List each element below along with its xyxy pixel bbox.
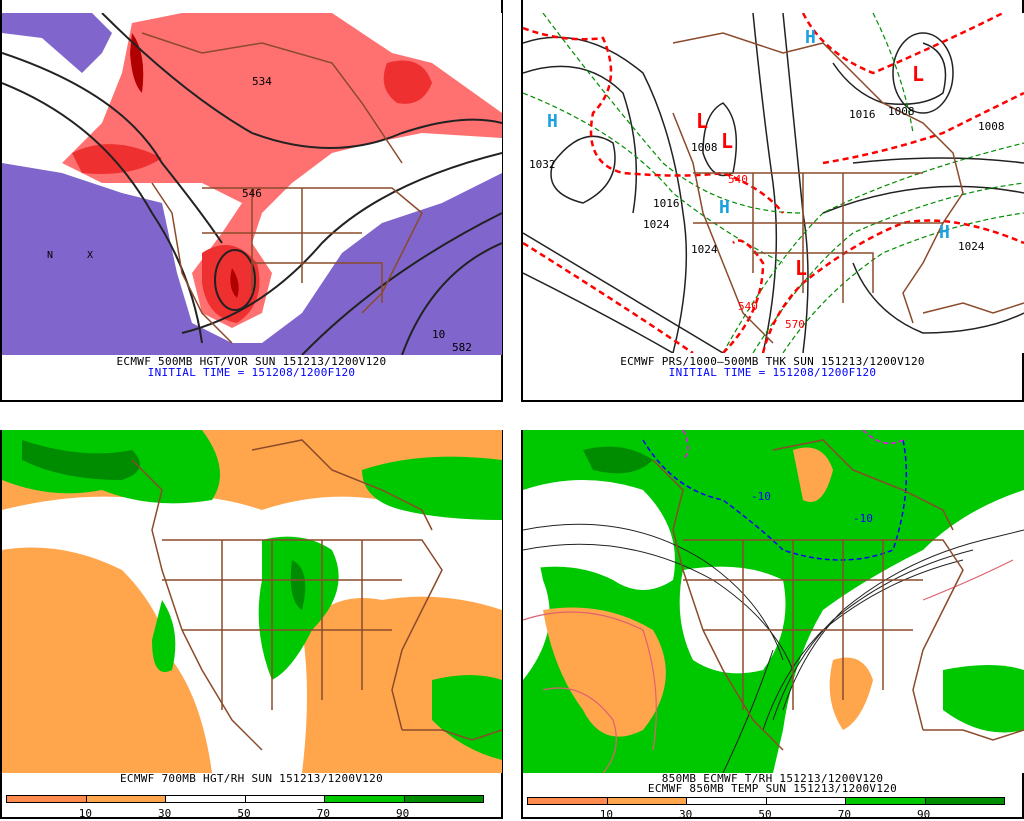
panel-700mb-rh: ECMWF 700MB HGT/RH SUN 151213/1200V120 1… — [0, 430, 503, 820]
colorbar-bin — [528, 798, 608, 804]
isobar-label: 1008 — [888, 105, 915, 118]
colorbar-bin — [245, 796, 325, 802]
map-pressure-thickness: 1032 1024 1016 1008 1024 1016 1008 1008 … — [523, 13, 1024, 353]
moist-area — [432, 675, 502, 760]
colorbar-tick: 10 — [78, 807, 92, 820]
colorbar-bin — [846, 798, 926, 804]
moist-area — [362, 456, 502, 520]
moist-area — [583, 446, 653, 474]
colorbar-bin — [7, 796, 87, 802]
colorbar-bin — [687, 798, 767, 804]
dry-area — [793, 447, 833, 502]
isobar-label: 1016 — [849, 108, 876, 121]
dry-area — [2, 490, 502, 773]
panel-caption-2: ECMWF 850MB TEMP SUN 151213/1200V120 — [647, 782, 898, 795]
contour-label: 534 — [252, 75, 272, 88]
colorbar-tick: 70 — [316, 807, 330, 820]
panel-pressure-thickness: 1032 1024 1016 1008 1024 1016 1008 1008 … — [521, 0, 1024, 402]
colorbar-tick: 30 — [158, 807, 172, 820]
colorbar-ticks: 10 30 50 70 90 — [6, 807, 482, 820]
colorbar-tick: 50 — [237, 807, 251, 820]
strong-vorticity-area — [383, 60, 432, 104]
isobar-label: 1016 — [653, 197, 680, 210]
thickness-label: 570 — [785, 318, 805, 331]
contour-label: 582 — [452, 341, 472, 354]
isobar-label: 1024 — [691, 243, 718, 256]
panel-850mb-temp-rh: -10 -10 850MB ECMWF T/RH 151213/1200V120… — [521, 430, 1024, 821]
isotherm-label: -10 — [853, 512, 873, 525]
isobar-label: 1008 — [691, 141, 718, 154]
colorbar-bin — [607, 798, 687, 804]
map-700mb-rh — [2, 430, 502, 773]
colorbar-tick: 70 — [837, 808, 851, 821]
high-pressure-marker: H — [939, 222, 950, 243]
low-pressure-marker: L — [696, 109, 708, 133]
low-pressure-marker: L — [721, 129, 733, 153]
rh-colorbar — [6, 795, 484, 803]
strong-vorticity-area — [72, 144, 162, 174]
negative-vorticity-area — [2, 163, 502, 355]
colorbar-ticks: 10 30 50 70 90 — [527, 808, 1003, 821]
colorbar-bin — [925, 798, 1004, 804]
isobar-label: 1032 — [529, 158, 556, 171]
contour-label: 546 — [242, 187, 262, 200]
isotherm-label: -10 — [751, 490, 771, 503]
max-marker: X — [87, 250, 93, 261]
colorbar-bin — [86, 796, 166, 802]
panel-caption: ECMWF 500MB HGT/VOR SUN 151213/1200V120 — [116, 355, 387, 368]
colorbar-tick: 30 — [679, 808, 693, 821]
high-pressure-marker: H — [805, 27, 816, 48]
negative-vorticity-area — [2, 13, 112, 73]
dry-area — [679, 566, 786, 674]
colorbar-tick: 50 — [758, 808, 772, 821]
map-500mb-vorticity: 546 534 582 10 N X — [2, 13, 502, 355]
isobar-label: 1024 — [643, 218, 670, 231]
colorbar-tick: 90 — [917, 808, 931, 821]
high-pressure-marker: H — [719, 197, 730, 218]
high-pressure-marker: H — [547, 111, 558, 132]
moist-area — [943, 665, 1024, 733]
panel-caption: 850MB ECMWF T/RH 151213/1200V120 — [661, 772, 884, 785]
min-marker: N — [47, 250, 53, 261]
moist-area — [290, 560, 306, 610]
contour-label: 10 — [432, 328, 445, 341]
panel-caption: ECMWF 700MB HGT/RH SUN 151213/1200V120 — [119, 772, 384, 785]
thickness-label: 540 — [728, 173, 748, 186]
colorbar-bin — [766, 798, 846, 804]
panel-caption: ECMWF PRS/1000—500MB THK SUN 151213/1200… — [620, 355, 925, 368]
initial-time: INITIAL TIME = 151208/1200F120 — [668, 366, 877, 379]
low-pressure-marker: L — [912, 62, 924, 86]
rh-colorbar — [527, 797, 1005, 805]
map-850mb-temp-rh: -10 -10 — [523, 430, 1024, 773]
max-vorticity-core — [230, 268, 239, 298]
moist-area — [152, 600, 176, 672]
dry-area — [543, 607, 666, 737]
moist-area — [258, 536, 339, 680]
colorbar-bin — [325, 796, 405, 802]
panel-500mb-vorticity: 546 534 582 10 N X ECMWF 500MB HGT/VOR S… — [0, 0, 503, 402]
isobar-label: 1024 — [958, 240, 985, 253]
low-pressure-marker: L — [795, 256, 807, 280]
colorbar-tick: 90 — [396, 807, 410, 820]
colorbar-bin — [404, 796, 483, 802]
colorbar-bin — [166, 796, 246, 802]
isobar-label: 1008 — [978, 120, 1005, 133]
dry-area — [829, 657, 873, 730]
thickness-label: 540 — [738, 300, 758, 313]
dry-area — [523, 480, 675, 590]
max-vorticity-core — [130, 33, 144, 93]
initial-time: INITIAL TIME = 151208/1200F120 — [147, 366, 356, 379]
moist-area — [22, 440, 140, 480]
colorbar-tick: 10 — [599, 808, 613, 821]
